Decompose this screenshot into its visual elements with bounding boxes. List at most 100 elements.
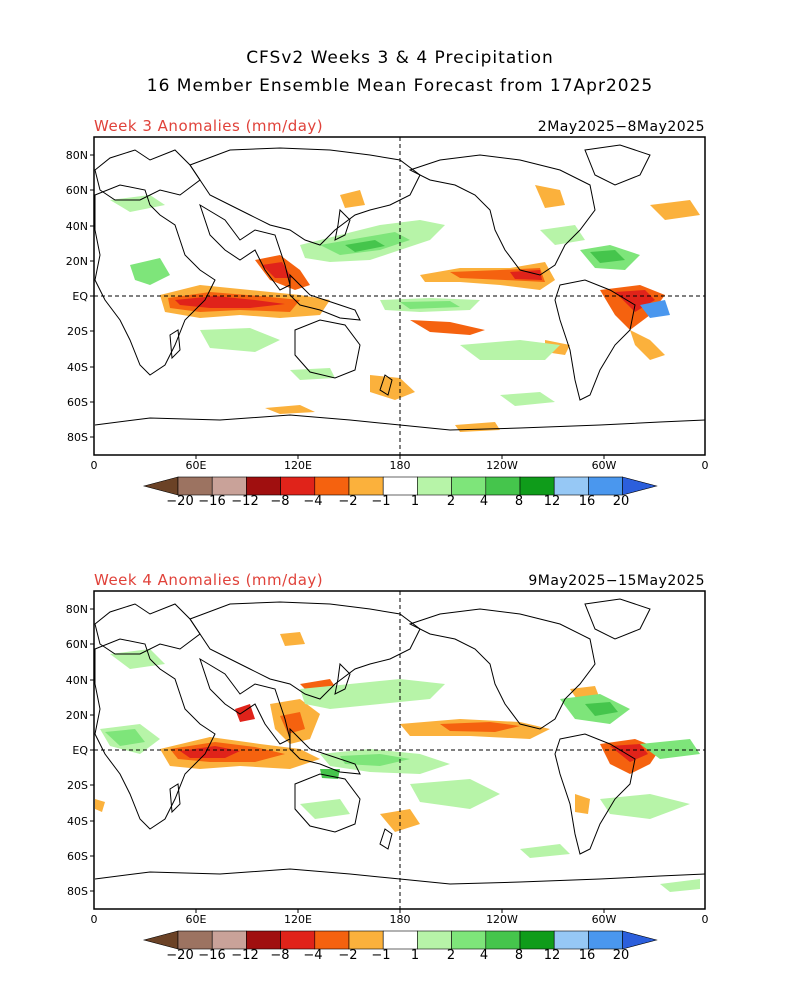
week3-colorbar: −20 −16 −12 −8 −4 −2 −1 1 2 4 8 12 16 20 [142, 476, 658, 509]
colorbar-label: −12 [231, 494, 258, 509]
lon-label: 120W [486, 459, 518, 472]
week4-colorbar: −20 −16 −12 −8 −4 −2 −1 1 2 4 8 12 16 20 [142, 930, 658, 963]
colorbar-swatch [177, 930, 213, 950]
colorbar-label: 1 [411, 948, 419, 963]
colorbar-swatch [348, 930, 384, 950]
colorbar-label: −16 [198, 948, 225, 963]
week3-lon-ticks [195, 455, 605, 459]
lat-label: 80S [67, 885, 88, 898]
colorbar-label: 1 [411, 494, 419, 509]
colorbar-swatch [588, 476, 623, 496]
colorbar-label: 2 [447, 948, 455, 963]
colorbar-swatch [382, 930, 418, 950]
week3-lat-axis: 80N 60N 40N 20N EQ 20S 40S 60S 80S [66, 149, 89, 444]
lat-label: EQ [72, 290, 88, 303]
colorbar-label: −2 [338, 494, 357, 509]
colorbar-label: −4 [303, 948, 322, 963]
colorbar-label: 12 [544, 948, 561, 963]
colorbar-swatch [314, 930, 350, 950]
colorbar-label: −8 [270, 948, 289, 963]
week3-lat-ticks [90, 154, 94, 438]
colorbar-label: −2 [338, 948, 357, 963]
lon-label: 0 [91, 459, 98, 472]
colorbar-label: 16 [579, 494, 596, 509]
colorbar-swatch [177, 476, 213, 496]
colorbar-label: 8 [515, 948, 523, 963]
colorbar-label: −1 [371, 494, 390, 509]
colorbar-label: −1 [371, 948, 390, 963]
colorbar-swatch [485, 930, 521, 950]
colorbar-label: −12 [231, 948, 258, 963]
lat-label: 20N [66, 709, 88, 722]
week3-map: 80N 60N 40N 20N EQ 20S 40S 60S 80S 0 60E… [66, 136, 709, 472]
lat-label: 60N [66, 184, 88, 197]
lon-label: 180 [390, 913, 411, 926]
colorbar-label: −4 [303, 494, 322, 509]
week4-lon-axis: 0 60E 120E 180 120W 60W 0 [91, 913, 709, 926]
colorbar-label: 16 [579, 948, 596, 963]
colorbar-arrow-low [142, 930, 179, 950]
lat-label: 20N [66, 255, 88, 268]
colorbar-swatch [588, 930, 623, 950]
colorbar-swatch [485, 476, 521, 496]
colorbar-label: 4 [480, 948, 488, 963]
colorbar-swatch [451, 930, 487, 950]
title-line-2: 16 Member Ensemble Mean Forecast from 17… [146, 76, 654, 96]
colorbar-swatch [417, 476, 452, 496]
lon-label: 0 [702, 459, 709, 472]
lon-label: 60W [592, 913, 617, 926]
colorbar-swatch [519, 476, 555, 496]
lat-label: 80N [66, 603, 88, 616]
week3-lon-axis: 0 60E 120E 180 120W 60W 0 [91, 459, 709, 472]
colorbar-swatch [417, 930, 452, 950]
lat-label: 60N [66, 638, 88, 651]
week4-anomaly-field [95, 632, 700, 892]
lat-label: 80N [66, 149, 88, 162]
lon-label: 180 [390, 459, 411, 472]
lat-label: 40N [66, 674, 88, 687]
lon-label: 60E [186, 459, 207, 472]
colorbar-label: 20 [613, 494, 630, 509]
lon-label: 0 [702, 913, 709, 926]
week4-lon-ticks [195, 909, 605, 913]
colorbar-label: 2 [447, 494, 455, 509]
lon-label: 120E [284, 459, 312, 472]
colorbar-swatch [280, 476, 316, 496]
colorbar-swatch [211, 930, 247, 950]
colorbar-label: −16 [198, 494, 225, 509]
colorbar-swatch [211, 476, 247, 496]
colorbar-swatch [451, 476, 487, 496]
lat-label: 40S [67, 361, 88, 374]
colorbar-label: −20 [166, 494, 193, 509]
colorbar-arrow-high [622, 476, 658, 496]
title-line-1: CFSv2 Weeks 3 & 4 Precipitation [246, 48, 554, 68]
lat-label: 60S [67, 850, 88, 863]
week4-lat-ticks [90, 608, 94, 892]
week4-daterange: 9May2025−15May2025 [528, 573, 705, 589]
week4-map: 80N 60N 40N 20N EQ 20S 40S 60S 80S 0 60E… [66, 590, 709, 926]
colorbar-label: 20 [613, 948, 630, 963]
colorbar-label: 12 [544, 494, 561, 509]
lat-label: EQ [72, 744, 88, 757]
lat-label: 40S [67, 815, 88, 828]
colorbar-swatch [314, 476, 350, 496]
colorbar-swatch [553, 930, 589, 950]
colorbar-swatch [382, 476, 418, 496]
colorbar-swatch [348, 476, 384, 496]
colorbar-label: −8 [270, 494, 289, 509]
week3-anomaly-field [110, 185, 700, 432]
lon-label: 120E [284, 913, 312, 926]
week4-label: Week 4 Anomalies (mm/day) [94, 571, 324, 589]
colorbar-swatch [553, 476, 589, 496]
colorbar-label: 8 [515, 494, 523, 509]
colorbar-swatch [519, 930, 555, 950]
lat-label: 40N [66, 220, 88, 233]
lat-label: 80S [67, 431, 88, 444]
lon-label: 120W [486, 913, 518, 926]
colorbar-swatch [246, 930, 281, 950]
colorbar-arrow-high [622, 930, 658, 950]
colorbar-label: 4 [480, 494, 488, 509]
colorbar-swatch [246, 476, 281, 496]
lat-label: 20S [67, 325, 88, 338]
